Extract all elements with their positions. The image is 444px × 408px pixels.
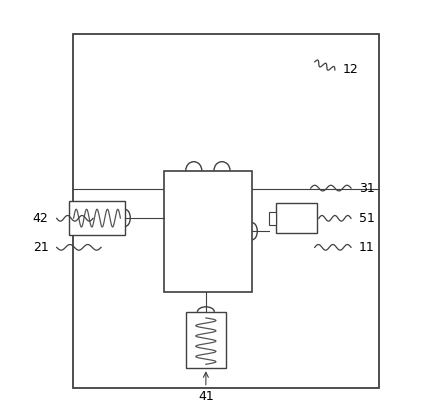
Text: 51: 51 xyxy=(359,212,375,225)
Bar xyxy=(186,312,226,368)
Bar xyxy=(277,203,317,233)
Text: 12: 12 xyxy=(343,63,359,76)
Text: 31: 31 xyxy=(359,182,375,195)
Text: 21: 21 xyxy=(33,241,48,254)
Bar xyxy=(73,33,379,388)
Text: 41: 41 xyxy=(198,373,214,404)
Bar xyxy=(69,201,125,235)
Text: 42: 42 xyxy=(33,212,48,225)
Bar xyxy=(269,212,277,224)
Bar xyxy=(163,171,252,292)
Text: 11: 11 xyxy=(359,241,375,254)
